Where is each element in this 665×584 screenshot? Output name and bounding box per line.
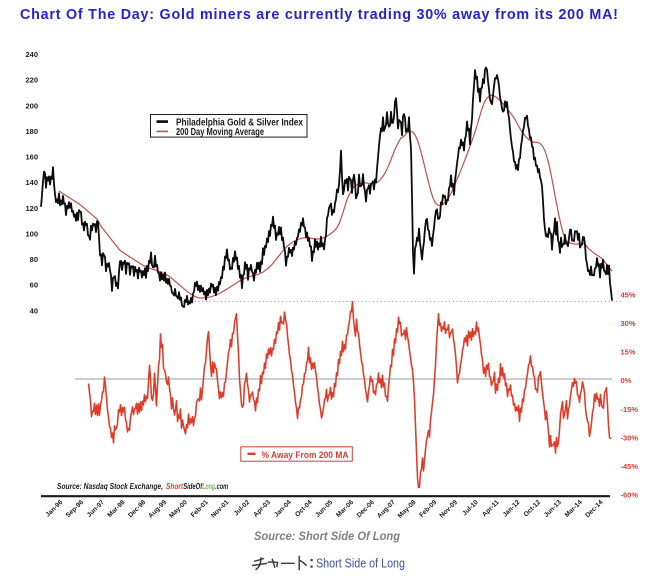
svg-text:-60%: -60% [621,491,639,500]
svg-text:Feb-09: Feb-09 [418,499,438,519]
svg-text:Long: Long [202,481,215,491]
svg-text:Jan-04: Jan-04 [273,499,293,519]
svg-text:Short: Short [166,481,184,491]
svg-text:Mar-06: Mar-06 [335,499,355,519]
svg-text:200 Day Moving Average: 200 Day Moving Average [176,127,264,138]
svg-text:Philadelphia Gold & Silver Ind: Philadelphia Gold & Silver Index [176,117,303,128]
svg-text:200: 200 [25,101,38,110]
svg-text:180: 180 [25,127,38,136]
svg-text:Jul-02: Jul-02 [233,499,252,518]
svg-text:30%: 30% [621,319,636,328]
svg-text:Oct-04: Oct-04 [294,499,314,519]
svg-text:Mar-98: Mar-98 [107,499,127,519]
svg-text:120: 120 [25,204,38,213]
svg-text:Source: Short Side Of Long: Source: Short Side Of Long [254,531,400,543]
svg-text:Jul-10: Jul-10 [461,499,480,518]
svg-text:Aug-07: Aug-07 [376,499,397,520]
svg-text:Sep-96: Sep-96 [65,499,85,519]
svg-text:SideOf: SideOf [183,481,203,491]
svg-text:Jan-96: Jan-96 [44,499,64,519]
svg-text:Aug-99: Aug-99 [147,499,168,520]
svg-text:100: 100 [25,229,38,238]
svg-text:140: 140 [25,178,38,187]
svg-text:Short Side of Long: Short Side of Long [316,556,405,571]
svg-text:160: 160 [25,153,38,162]
svg-text:220: 220 [25,76,38,85]
svg-text:Oct-12: Oct-12 [523,499,543,519]
svg-text:Source: Nasdaq Stock Exchange,: Source: Nasdaq Stock Exchange, [57,481,163,491]
svg-text:240: 240 [25,50,38,59]
svg-text:.com: .com [215,481,228,491]
svg-text:Apr-11: Apr-11 [481,499,501,519]
svg-text:Mar-14: Mar-14 [564,499,584,519]
svg-text:Jun-05: Jun-05 [314,499,334,519]
svg-text:-30%: -30% [621,433,639,442]
svg-text:Dec-98: Dec-98 [127,499,147,519]
svg-text:15%: 15% [621,348,636,357]
svg-text:May-08: May-08 [397,499,418,520]
svg-text:80: 80 [30,255,38,264]
svg-text:Jan-12: Jan-12 [502,499,522,519]
svg-text:60: 60 [30,281,38,290]
svg-text:-45%: -45% [621,462,639,471]
svg-text:Apr-03: Apr-03 [252,499,272,519]
svg-text:Jun-97: Jun-97 [86,499,106,519]
svg-text:Feb-01: Feb-01 [190,499,210,519]
svg-text:Jun-13: Jun-13 [543,499,563,519]
svg-text:Nov-09: Nov-09 [439,499,460,520]
svg-text:Nov-01: Nov-01 [210,499,231,520]
svg-text:May-00: May-00 [168,499,189,520]
svg-text:% Away From 200 MA: % Away From 200 MA [262,450,349,461]
svg-text:Dec-06: Dec-06 [356,499,376,519]
svg-text:40: 40 [30,306,38,315]
svg-text:-15%: -15% [621,405,639,414]
svg-text:Dec-14: Dec-14 [584,499,604,519]
svg-text:0%: 0% [621,376,632,385]
svg-text:45%: 45% [621,291,636,300]
